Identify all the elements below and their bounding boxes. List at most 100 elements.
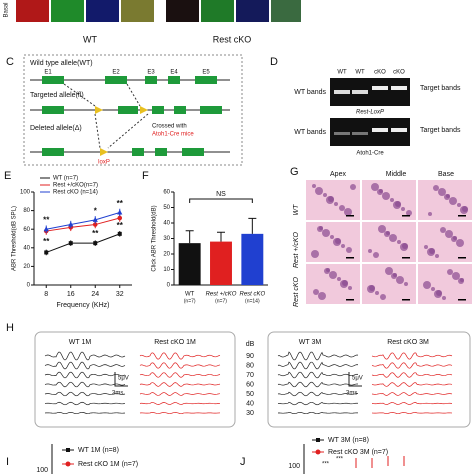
gel-label: Atoh1-Cre bbox=[356, 151, 384, 157]
band-label: WT bands bbox=[294, 129, 326, 136]
waveform bbox=[44, 371, 126, 379]
waveform bbox=[371, 372, 453, 378]
cell bbox=[440, 227, 446, 233]
histology-image bbox=[362, 222, 416, 262]
panel-label: F bbox=[142, 170, 149, 182]
waveform bbox=[44, 401, 126, 406]
exon-label: E2 bbox=[112, 70, 120, 76]
y-tick-label: 50 bbox=[163, 205, 170, 211]
series-line bbox=[46, 211, 120, 230]
lane-label: WT bbox=[355, 70, 365, 76]
error-bar bbox=[248, 217, 257, 234]
cell bbox=[318, 292, 326, 300]
waveform bbox=[371, 352, 453, 360]
legend-label: Rest +/cKO(n=7) bbox=[53, 183, 98, 189]
y-axis-title: ABR Threshold(dB SPL) bbox=[12, 206, 18, 271]
cell bbox=[334, 202, 338, 206]
cell bbox=[373, 252, 379, 258]
micrographs bbox=[16, 0, 301, 22]
row-label: Rest cKO bbox=[293, 276, 300, 307]
loxp-label: loxP bbox=[98, 160, 110, 166]
waveform bbox=[139, 392, 221, 396]
cell bbox=[350, 184, 356, 190]
waveform bbox=[139, 412, 221, 414]
waveform bbox=[44, 381, 126, 388]
bar bbox=[178, 243, 201, 285]
y-tick-label: 30 bbox=[163, 236, 170, 242]
band-label: Target bands bbox=[420, 127, 461, 134]
waveform bbox=[371, 402, 453, 405]
cell bbox=[456, 239, 464, 247]
cell bbox=[424, 245, 428, 249]
cell bbox=[340, 280, 348, 288]
y-tick-label: 20 bbox=[23, 264, 30, 270]
panel-box bbox=[23, 54, 243, 166]
cell bbox=[378, 225, 386, 233]
allele-label: Wild type allele(WT) bbox=[30, 60, 93, 67]
legend-label: WT 1M (n=8) bbox=[78, 447, 119, 454]
legend-label: WT 3M (n=8) bbox=[328, 437, 369, 444]
cell bbox=[313, 289, 319, 295]
waveform bbox=[139, 372, 221, 378]
column-label: Middle bbox=[386, 171, 407, 178]
x-tick-label: 24 bbox=[91, 291, 99, 298]
cell bbox=[322, 229, 330, 237]
cell bbox=[339, 205, 345, 211]
cell bbox=[434, 290, 442, 298]
cell bbox=[375, 291, 379, 295]
x-tick-label: 16 bbox=[67, 291, 75, 298]
significance: ** bbox=[92, 229, 99, 238]
panel-label: E bbox=[4, 170, 11, 182]
cell bbox=[458, 278, 464, 284]
cell bbox=[323, 193, 327, 197]
marker bbox=[68, 221, 74, 227]
scale-bar bbox=[402, 215, 410, 217]
waveform bbox=[371, 412, 453, 414]
cell bbox=[330, 235, 334, 239]
cell bbox=[368, 249, 372, 253]
cross-label: Atoh1-Cre mice bbox=[152, 132, 194, 138]
significance: ** bbox=[117, 199, 124, 208]
annotation: *** bbox=[336, 457, 344, 463]
waveform bbox=[139, 402, 221, 405]
y-tick-label: 40 bbox=[163, 221, 170, 227]
panel-box bbox=[34, 331, 236, 428]
cell bbox=[452, 272, 460, 280]
cell bbox=[400, 243, 408, 251]
group-label: Rest cKO bbox=[213, 34, 252, 44]
cell bbox=[326, 196, 334, 204]
y-tick-label: 20 bbox=[163, 252, 170, 258]
waveform bbox=[277, 411, 359, 415]
waveform bbox=[44, 361, 126, 370]
cell bbox=[384, 231, 390, 237]
db-label: 90 bbox=[246, 353, 254, 360]
significance: ** bbox=[43, 237, 50, 246]
allele-diagram bbox=[30, 76, 230, 156]
histology bbox=[306, 180, 472, 304]
legend-marker bbox=[316, 438, 320, 442]
cell bbox=[341, 244, 345, 248]
band-label: Target bands bbox=[420, 85, 461, 92]
gel bbox=[330, 78, 410, 146]
y-tick-label: 0 bbox=[167, 283, 171, 289]
panel-label: J bbox=[240, 456, 246, 468]
scale-bar bbox=[114, 372, 128, 387]
significance-bracket bbox=[189, 198, 253, 203]
x-tick-label: 8 bbox=[44, 291, 48, 298]
cell bbox=[406, 210, 412, 216]
cell bbox=[438, 188, 446, 196]
significance: ** bbox=[43, 216, 50, 225]
column-label: Base bbox=[438, 171, 454, 178]
row-label: WT bbox=[293, 204, 300, 216]
exon-label: E3 bbox=[147, 70, 155, 76]
legend-label: Rest cKO 3M (n=7) bbox=[328, 449, 388, 456]
marker bbox=[92, 216, 98, 222]
legend-label: Rest cKO (n=14) bbox=[53, 190, 98, 196]
cell bbox=[427, 248, 435, 256]
cell bbox=[428, 212, 432, 216]
cell bbox=[431, 287, 435, 291]
series-line bbox=[46, 217, 120, 232]
cell bbox=[397, 240, 401, 244]
waveform bbox=[139, 362, 221, 369]
cell bbox=[444, 194, 450, 200]
